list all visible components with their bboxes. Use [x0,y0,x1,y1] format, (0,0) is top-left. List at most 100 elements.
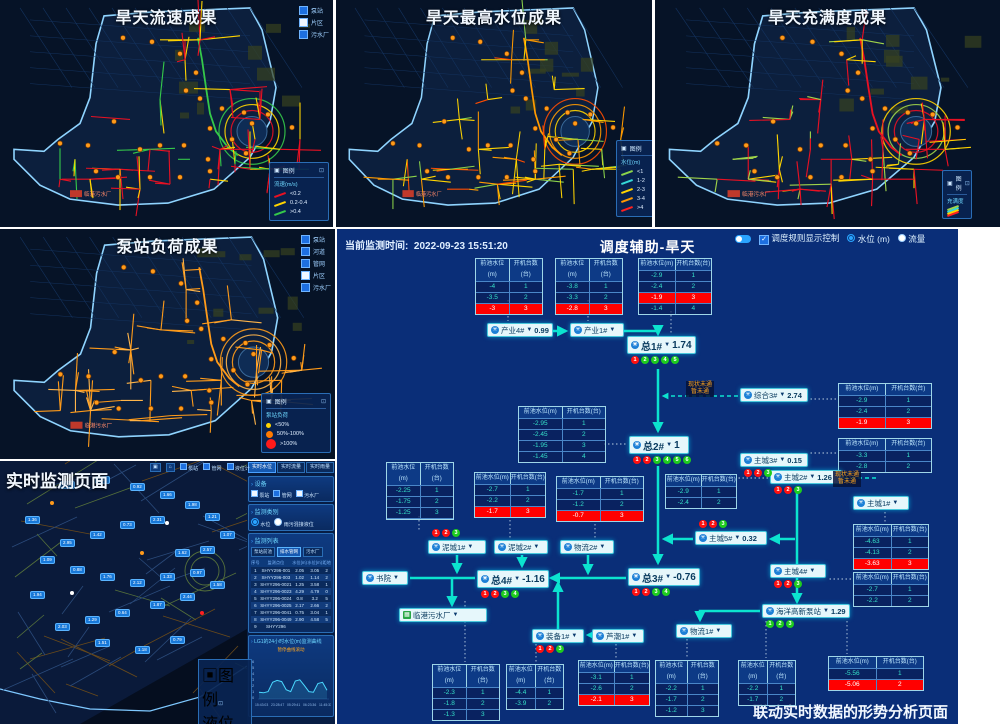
radio-icon[interactable] [847,233,856,242]
table-row[interactable]: 8 SHYY296-0049 2.90 4.58 5 [251,616,331,623]
table-row[interactable]: 2 SHYY296-003 1.02 1.14 2 [251,574,331,581]
checkbox-icon[interactable] [300,283,310,292]
map-chip[interactable]: 1.42 [90,531,105,539]
device-toggle-管网[interactable]: 管网 [273,490,292,499]
chevron-down-icon[interactable]: ▼ [809,568,816,574]
map-chip[interactable]: 1.94 [30,591,45,599]
pump-node-临港污水厂[interactable]: ▦ 临港污水厂 ▼ [399,608,487,622]
pump-node-总4#[interactable]: ✳ 总4# ▼ -1.16 [477,570,549,588]
layer-toggle-管网[interactable]: 管网 [300,259,331,268]
layer-toggles[interactable]: 泵站 河道 管网 片区 污水厂 [300,235,331,292]
collapse-icon[interactable]: ⊡ [318,168,324,174]
layer-toggle-河道[interactable]: 河道 [300,247,331,256]
checkbox-icon[interactable] [300,259,310,268]
pump-node-总2#[interactable]: ✳ 总2# ▼ 1 [629,436,689,454]
map-chip[interactable]: 1.98 [185,501,200,509]
collapse-icon[interactable]: ⊡ [964,180,970,187]
checkbox-icon[interactable] [300,235,310,244]
chevron-down-icon[interactable]: ▼ [779,457,786,463]
chevron-down-icon[interactable]: ▼ [666,442,673,448]
chevron-down-icon[interactable]: ▼ [734,535,741,541]
table-row[interactable]: 4 SHYY296-0023 4.29 4.79 0 [251,588,331,595]
map-chip[interactable]: 2.12 [130,579,145,587]
map-chip[interactable]: 1.76 [100,573,115,581]
chevron-down-icon[interactable]: ▼ [514,576,521,582]
category-radio-水位[interactable]: 水位 [251,518,270,528]
map-chip[interactable]: 0.97 [190,569,205,577]
pump-node-产业4#[interactable]: ✳ 产业4# ▼ 0.99 [487,323,553,337]
map-chip[interactable]: 0.79 [170,636,185,644]
chevron-down-icon[interactable]: ▼ [779,392,786,398]
chevron-down-icon[interactable]: ▼ [892,500,899,506]
map-chip[interactable]: 1.07 [220,531,235,539]
pump-node-总1#[interactable]: ✳ 总1# ▼ 1.74 [627,336,696,354]
chevron-down-icon[interactable]: ▼ [393,575,399,581]
map-layer-toggle-泵站[interactable]: 泵站 [179,463,198,472]
pump-node-泥城1#[interactable]: ✳ 泥城1# ▼ [428,540,486,554]
map-chip[interactable]: 0.64 [115,609,130,617]
chevron-down-icon[interactable]: ▼ [467,544,474,550]
checkbox-icon[interactable] [298,18,308,27]
map-chip[interactable]: 1.09 [40,556,55,564]
collapse-icon[interactable]: ⊡ [218,701,224,707]
rule-checkbox-group[interactable]: ✓ 调度规则显示控制 [759,232,839,245]
map-chip[interactable]: 2.44 [180,593,195,601]
chevron-down-icon[interactable]: ▼ [664,342,671,348]
map-chip[interactable]: 1.18 [135,646,150,654]
map-chip[interactable]: 1.21 [205,513,220,521]
map-chip[interactable]: 2.57 [200,546,215,554]
map-chip[interactable]: 1.29 [85,616,100,624]
map-chip[interactable]: 0.88 [70,566,85,574]
map-chip[interactable]: 1.58 [210,581,225,589]
pump-node-物流2#[interactable]: ✳ 物流2# ▼ [560,540,614,554]
map-chip[interactable]: 2.03 [55,623,70,631]
pump-node-装备1#[interactable]: ✳ 装备1# ▼ [532,629,584,643]
checkbox-icon[interactable] [298,30,308,39]
list-filter-排水管网[interactable]: 排水管网 [277,547,301,557]
pump-node-主城1#[interactable]: ✳ 主城1# ▼ [853,496,909,510]
layer-toggle-片区[interactable]: 片区 [298,18,329,27]
layer-toggle-污水厂[interactable]: 污水厂 [298,30,329,39]
map-chip[interactable]: 1.33 [160,573,175,581]
map-chip[interactable]: 2.31 [150,516,165,524]
pump-node-物流1#[interactable]: ✳ 物流1# ▼ [676,624,732,638]
pump-node-产业1#[interactable]: ✳ 产业1# ▼ [570,323,624,337]
table-row[interactable]: 7 SHYY296-0041 0.75 3.04 1 [251,609,331,616]
pump-node-总3#[interactable]: ✳ 总3# ▼ -0.76 [628,568,700,586]
pump-node-泥城2#[interactable]: ✳ 泥城2# ▼ [494,540,548,554]
chevron-down-icon[interactable]: ▼ [823,608,829,614]
map-tool-button[interactable]: ▣ [150,463,161,472]
monitor-tab-实时水位[interactable]: 实时水位 [248,462,276,473]
map-chip[interactable]: 0.73 [120,521,135,529]
rule-toggle[interactable] [735,234,751,243]
pump-node-主城3#[interactable]: ✳ 主城3# ▼ 0.15 [740,453,808,467]
collapse-icon[interactable]: ⊡ [320,399,326,405]
map-chip[interactable]: 1.62 [175,549,190,557]
map-chip[interactable]: 1.36 [25,516,40,524]
chevron-down-icon[interactable]: ▼ [571,633,578,639]
map-layer-toggle-管网[interactable]: 管网 [203,463,222,472]
pump-node-海洋高新泵站[interactable]: ✳ 海洋高新泵站 ▼ 1.29 [762,604,850,618]
pump-node-主城2#[interactable]: ✳ 主城2# ▼ 1.26 [770,470,842,484]
chevron-down-icon[interactable]: ▼ [599,544,606,550]
chevron-down-icon[interactable]: ▼ [533,544,540,550]
table-row[interactable]: 5 SHYY296-0024 0.8 3.2 5 [251,595,331,602]
pump-node-书院[interactable]: ✳ 书院 ▼ [362,571,408,585]
map-chip[interactable]: 1.15 [95,476,110,484]
layer-toggles[interactable]: 泵站 片区 污水厂 [298,6,329,39]
map-chip[interactable]: 0.92 [130,483,145,491]
chevron-down-icon[interactable]: ▼ [715,628,722,634]
pump-node-主城5#[interactable]: ✳ 主城5# ▼ 0.32 [695,531,767,545]
table-row[interactable]: 1 SHYY296-001 2.05 3.05 2 [251,567,331,574]
monitor-tab-实时雨量[interactable]: 实时雨量 [306,462,334,473]
device-toggle-泵站[interactable]: 泵站 [251,490,269,499]
pump-node-主城4#[interactable]: ✳ 主城4# ▼ [770,564,826,578]
checkbox-icon[interactable] [300,247,310,256]
table-row[interactable]: 6 SHYY296-0025 2.17 2.66 2 [251,602,331,609]
chevron-down-icon[interactable]: ▼ [809,474,816,480]
table-row[interactable]: 3 SHYY296-0021 1.25 3.58 1 [251,581,331,588]
map-chip[interactable]: 2.95 [60,539,75,547]
chevron-down-icon[interactable]: ▼ [609,327,616,333]
layer-toggle-泵站[interactable]: 泵站 [298,6,329,15]
chevron-down-icon[interactable]: ▼ [452,612,459,618]
